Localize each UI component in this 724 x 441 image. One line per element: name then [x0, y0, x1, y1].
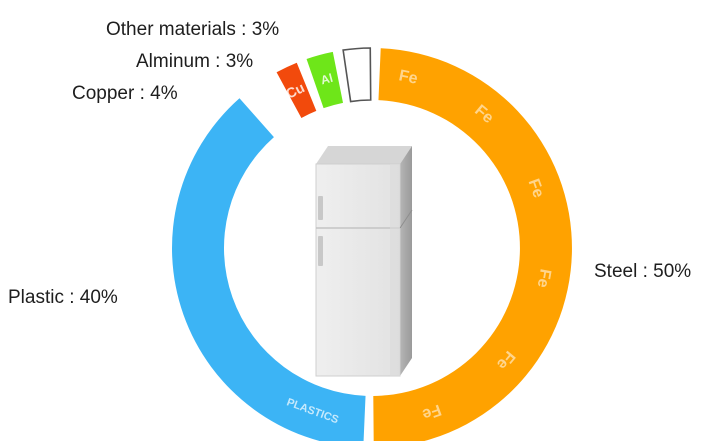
aluminum-symbol-al: Al — [319, 71, 334, 88]
steel-symbol-fe: Fe — [420, 401, 443, 423]
slice-aluminum — [306, 51, 343, 109]
label-other-materials: Other materials : 3% — [106, 19, 280, 40]
steel-symbol-fe: Fe — [525, 177, 547, 200]
label-steel: Steel : 50% — [594, 261, 692, 282]
slice-plastic — [172, 98, 366, 441]
steel-symbol-fe: Fe — [534, 268, 554, 289]
label-plastic: Plastic : 40% — [8, 287, 118, 308]
label-aluminum: Alminum : 3% — [136, 51, 254, 72]
slice-other — [342, 47, 372, 103]
slice-copper — [276, 62, 317, 118]
slice-steel — [373, 48, 572, 441]
copper-symbol-cu: Cu — [283, 79, 307, 102]
label-copper: Copper : 4% — [72, 83, 178, 104]
refrigerator-icon — [315, 146, 413, 377]
steel-symbol-fe: Fe — [397, 67, 419, 88]
